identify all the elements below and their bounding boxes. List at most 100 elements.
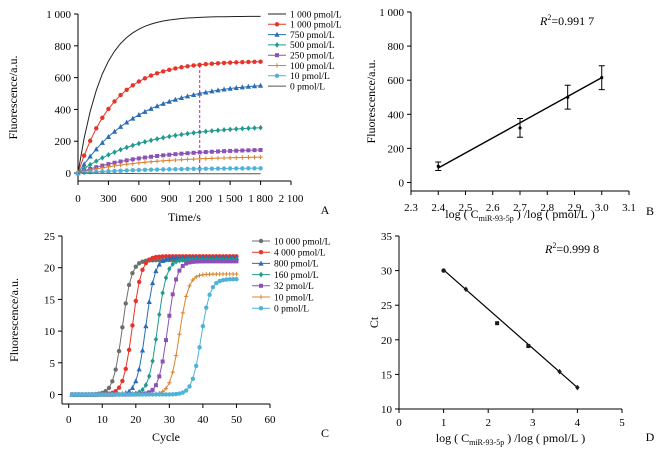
data-point bbox=[203, 166, 208, 171]
data-point bbox=[150, 358, 155, 364]
x-tick-label: 300 bbox=[100, 193, 117, 205]
data-point bbox=[110, 379, 115, 384]
data-point bbox=[118, 123, 124, 129]
data-point bbox=[143, 260, 149, 266]
data-point bbox=[96, 392, 102, 397]
data-point bbox=[149, 154, 154, 159]
panel-label: A bbox=[321, 203, 330, 217]
data-point bbox=[204, 305, 209, 310]
data-point bbox=[209, 61, 215, 66]
legend-entry: 1 000 pmol/L bbox=[290, 10, 342, 20]
data-point bbox=[197, 62, 202, 67]
data-point bbox=[240, 148, 245, 153]
data-point bbox=[76, 392, 81, 397]
data-point bbox=[252, 125, 257, 131]
y-tick-label: 200 bbox=[388, 143, 405, 155]
x-tick-label: 1 bbox=[441, 417, 447, 429]
x-axis-title: log ( CmiR-93-5p ) /log ( pmol/L ) bbox=[445, 207, 594, 223]
data-point bbox=[87, 153, 93, 159]
data-point bbox=[258, 124, 263, 131]
data-point bbox=[130, 323, 135, 328]
x-tick-label: 3.0 bbox=[595, 202, 609, 214]
data-point bbox=[118, 159, 123, 164]
r-squared-superscript: 2 bbox=[547, 13, 551, 22]
data-point bbox=[185, 166, 190, 172]
data-point bbox=[239, 84, 245, 90]
data-point bbox=[123, 366, 128, 372]
data-point bbox=[172, 96, 178, 102]
data-point bbox=[106, 392, 112, 397]
series-7 bbox=[75, 166, 263, 176]
data-point bbox=[557, 368, 562, 375]
data-point bbox=[124, 119, 130, 125]
data-point bbox=[190, 277, 196, 283]
data-point bbox=[240, 155, 245, 160]
x-axis-title: Cycle bbox=[152, 430, 180, 444]
data-point bbox=[154, 71, 160, 76]
data-point bbox=[136, 156, 141, 161]
data-point bbox=[139, 347, 146, 353]
data-point bbox=[227, 277, 232, 282]
r-squared-value: =0.999 8 bbox=[556, 242, 599, 256]
data-point bbox=[183, 294, 189, 299]
data-point bbox=[106, 162, 111, 167]
data-point bbox=[191, 63, 196, 68]
data-point bbox=[112, 168, 117, 174]
data-point bbox=[180, 257, 185, 263]
data-point bbox=[170, 261, 175, 267]
data-point bbox=[160, 254, 165, 259]
data-point bbox=[136, 140, 142, 147]
panel-label: B bbox=[646, 204, 654, 218]
data-point bbox=[191, 130, 196, 136]
data-point bbox=[100, 115, 105, 120]
data-point bbox=[200, 259, 205, 264]
data-point bbox=[93, 392, 98, 397]
data-point bbox=[173, 391, 179, 397]
x-axis-title-main: log ( C bbox=[445, 207, 478, 221]
data-point bbox=[148, 105, 154, 111]
data-point bbox=[124, 158, 129, 163]
data-point bbox=[136, 392, 142, 397]
panel-D: 0 1 2 3 4 5 10 15 20 25 30 35 log ( CmiR-93-5p ) /lo… bbox=[367, 231, 655, 447]
data-point bbox=[197, 273, 202, 278]
data-point bbox=[105, 134, 112, 140]
data-point bbox=[193, 363, 199, 369]
data-point bbox=[214, 259, 219, 264]
data-point bbox=[179, 157, 184, 162]
x-tick-label: 40 bbox=[197, 414, 209, 426]
data-point bbox=[130, 142, 135, 149]
data-point bbox=[203, 89, 209, 95]
data-point bbox=[99, 139, 105, 145]
legend-marker bbox=[258, 294, 264, 300]
data-point bbox=[209, 88, 215, 94]
data-point bbox=[154, 167, 160, 172]
data-point bbox=[167, 152, 172, 157]
data-point bbox=[148, 167, 154, 172]
data-point bbox=[147, 392, 152, 397]
legend-entry: 250 pmol/L bbox=[290, 52, 335, 62]
data-point bbox=[130, 157, 135, 162]
data-point bbox=[142, 155, 147, 160]
data-point bbox=[251, 83, 258, 89]
y-axis-title: Ct bbox=[367, 316, 381, 328]
x-axis-title: Time/s bbox=[168, 210, 201, 224]
x-tick-label: 2 bbox=[485, 417, 491, 429]
data-point bbox=[142, 139, 148, 145]
data-point bbox=[113, 367, 118, 372]
data-point bbox=[252, 155, 257, 160]
data-point bbox=[106, 164, 111, 170]
x-tick-label: 30 bbox=[164, 414, 176, 426]
data-point bbox=[106, 385, 112, 391]
legend-entry: 800 pmol/L bbox=[274, 260, 319, 270]
data-point bbox=[160, 290, 165, 296]
data-point bbox=[120, 325, 125, 330]
data-point bbox=[246, 125, 251, 132]
x-tick-label: 2.6 bbox=[486, 202, 500, 214]
data-point bbox=[179, 65, 184, 70]
data-point bbox=[143, 382, 149, 388]
data-point bbox=[252, 148, 257, 153]
data-point bbox=[157, 254, 162, 259]
data-point bbox=[240, 166, 245, 171]
data-point bbox=[185, 157, 190, 162]
data-point bbox=[160, 359, 165, 364]
